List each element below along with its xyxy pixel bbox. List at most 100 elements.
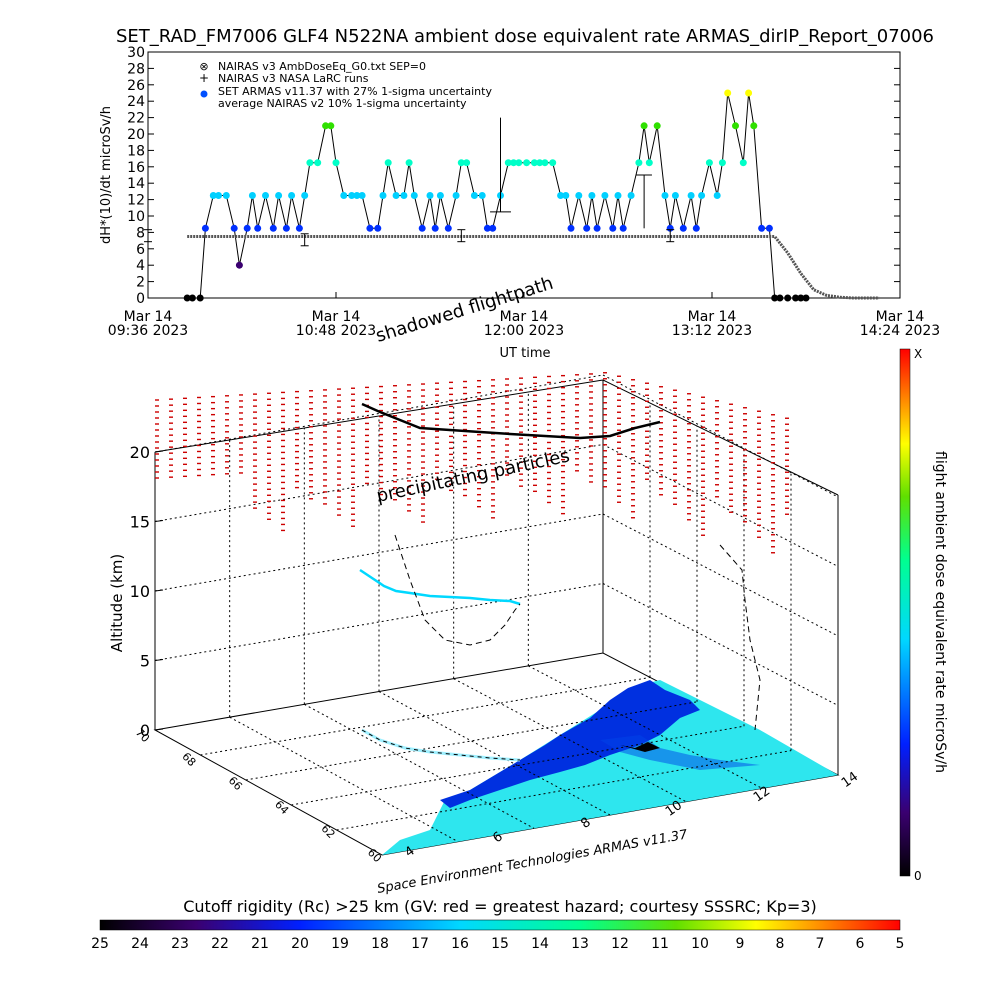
rigidity-tick-label: 12 bbox=[611, 936, 629, 952]
rigidity-colorbar: Cutoff rigidity (Rc) >25 km (GV: red = g… bbox=[91, 897, 904, 952]
y-tick-label: 30 bbox=[127, 45, 145, 61]
right-wall-gridline bbox=[602, 583, 839, 706]
armas-point bbox=[353, 192, 361, 199]
armas-point bbox=[771, 294, 779, 302]
armas-point bbox=[295, 224, 303, 232]
top-legend: ⊗ NAIRAS v3 AmbDoseEq_G0.txt SEP=0 + NAI… bbox=[199, 60, 492, 110]
y-tick-label: 10 bbox=[127, 209, 145, 225]
armas-point bbox=[541, 159, 549, 167]
rigidity-tick-label: 22 bbox=[211, 936, 229, 952]
floor-gridline bbox=[200, 676, 651, 756]
y-tick-label: 20 bbox=[127, 127, 145, 143]
armas-point bbox=[609, 224, 617, 232]
coastline-land bbox=[440, 680, 700, 808]
wall-grid bbox=[154, 374, 839, 751]
dose-colorbar: X 0 flight ambient dose equivalent rate … bbox=[899, 347, 948, 883]
armas-point bbox=[530, 159, 538, 167]
armas-point bbox=[588, 192, 596, 199]
altitude-tick bbox=[154, 659, 164, 661]
rigidity-tick-label: 6 bbox=[856, 936, 865, 952]
armas-point bbox=[745, 89, 753, 97]
legend-text-nairas-g0: NAIRAS v3 AmbDoseEq_G0.txt SEP=0 bbox=[218, 60, 426, 73]
armas-point bbox=[705, 159, 713, 167]
x-tick-label-time: 14:24 2023 bbox=[860, 323, 940, 339]
armas-point bbox=[671, 192, 679, 199]
armas-point bbox=[724, 89, 732, 97]
legend-text-nairas-v2: average NAIRAS v2 10% 1-sigma uncertaint… bbox=[218, 97, 467, 110]
armas-point bbox=[557, 192, 565, 199]
dose-colorbar-top-label: X bbox=[914, 347, 922, 361]
armas-point bbox=[452, 192, 460, 199]
y-tick-label: 22 bbox=[127, 111, 145, 127]
armas-point bbox=[536, 159, 544, 167]
flight-path-right-dashed bbox=[719, 544, 761, 731]
altitude-axis: 0 5 10 15 20 bbox=[130, 443, 164, 740]
armas-point bbox=[306, 159, 314, 167]
armas-point bbox=[562, 192, 570, 199]
flight-track-shadow-floor bbox=[361, 728, 521, 762]
armas-point bbox=[478, 192, 486, 199]
altitude-tick bbox=[154, 589, 164, 592]
armas-point bbox=[269, 224, 277, 232]
armas-point bbox=[209, 192, 217, 199]
armas-point bbox=[431, 224, 439, 232]
armas-point bbox=[418, 224, 426, 232]
left-wall-gridline bbox=[154, 583, 604, 661]
y-tick-label: 2 bbox=[136, 275, 145, 291]
armas-point bbox=[515, 159, 523, 167]
left-wall-gridline bbox=[154, 513, 604, 592]
armas-point bbox=[322, 122, 330, 130]
armas-point bbox=[457, 159, 465, 167]
right-wall-gridline bbox=[602, 374, 839, 498]
longitude-tick-label: 14 bbox=[839, 769, 861, 791]
armas-point bbox=[635, 159, 643, 167]
rigidity-tick-label: 7 bbox=[816, 936, 825, 952]
armas-point bbox=[645, 159, 653, 167]
armas-point bbox=[348, 192, 356, 199]
armas-point bbox=[400, 192, 408, 199]
legend-text-nairas-larc: NAIRAS v3 NASA LaRC runs bbox=[218, 72, 369, 85]
top-series bbox=[144, 89, 880, 302]
armas-point bbox=[222, 192, 230, 199]
latitude-tick-label: 66 bbox=[226, 774, 245, 793]
altitude-tick bbox=[154, 520, 164, 522]
altitude-tick bbox=[154, 728, 164, 731]
armas-point bbox=[489, 224, 497, 232]
rigidity-tick-label: 5 bbox=[896, 936, 905, 952]
armas-point bbox=[627, 192, 635, 199]
floor-grid bbox=[200, 665, 792, 843]
x-tick-label-date: Mar 14 bbox=[876, 309, 925, 325]
armas-point bbox=[575, 192, 583, 199]
y-tick-label: 26 bbox=[127, 78, 145, 94]
top-x-axis-label: UT time bbox=[500, 346, 551, 361]
armas-point bbox=[692, 224, 700, 232]
rigidity-tick-label: 9 bbox=[736, 936, 745, 952]
armas-point bbox=[713, 192, 721, 199]
armas-point bbox=[687, 192, 695, 199]
armas-point bbox=[436, 192, 444, 199]
y-tick-label: 28 bbox=[127, 61, 145, 77]
rigidity-colorbar-gradient bbox=[99, 919, 901, 931]
armas-point bbox=[523, 159, 531, 167]
chart-title: SET_RAD_FM7006 GLF4 N522NA ambient dose … bbox=[116, 26, 934, 47]
armas-point bbox=[567, 224, 575, 232]
armas-point bbox=[758, 224, 766, 232]
rigidity-tick-label: 11 bbox=[651, 936, 669, 952]
nairas-g0-line bbox=[187, 235, 880, 300]
rigidity-tick-label: 20 bbox=[291, 936, 309, 952]
armas-point bbox=[797, 294, 805, 302]
armas-point bbox=[583, 224, 591, 232]
y-tick-label: 16 bbox=[127, 160, 145, 176]
latitude-tick-label: 64 bbox=[272, 798, 291, 817]
floor-gridline bbox=[229, 716, 459, 843]
armas-point bbox=[640, 122, 648, 130]
altitude-tick-label: 5 bbox=[140, 652, 150, 671]
armas-point bbox=[379, 192, 387, 199]
annotation-precipitating-particles: precipitating particles bbox=[375, 445, 572, 506]
armas-point bbox=[679, 224, 687, 232]
